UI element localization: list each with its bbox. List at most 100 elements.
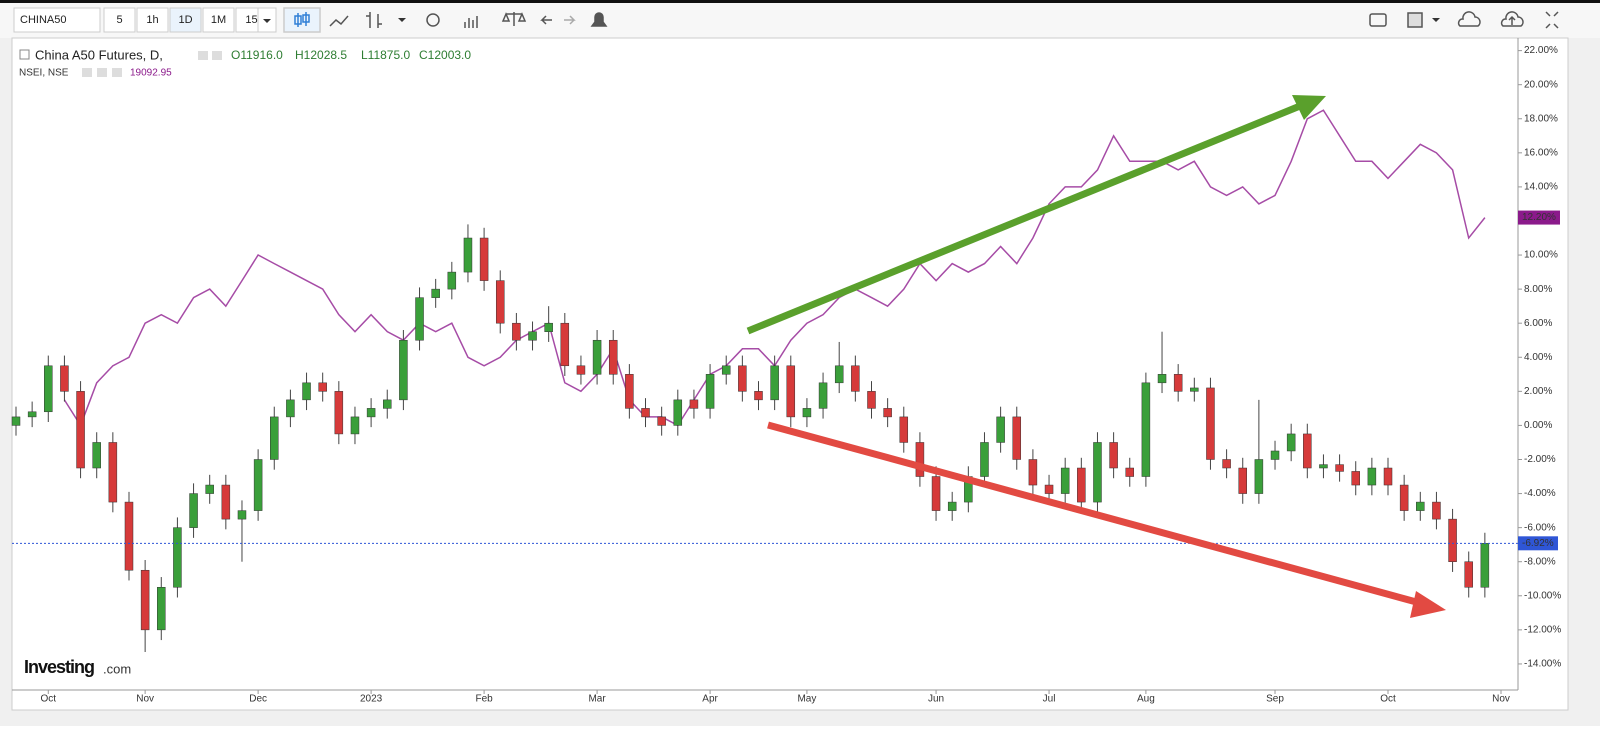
bar-icon [366, 12, 382, 28]
x-tick-label: Nov [136, 694, 154, 705]
candle-body [1432, 501, 1441, 520]
interval-button[interactable] [136, 7, 169, 33]
candle-body [883, 408, 892, 418]
cloud-load-icon[interactable] [1457, 11, 1481, 27]
candle-body [1206, 387, 1215, 460]
candle-body [173, 527, 182, 588]
watermark-brand: Investing [24, 657, 94, 677]
candle-body [189, 493, 198, 528]
undo-icon[interactable] [540, 15, 552, 25]
candle-body [1044, 484, 1054, 494]
candle-body [1303, 433, 1312, 469]
x-tick-label: 2023 [360, 694, 383, 705]
x-tick-label: Feb [475, 694, 493, 705]
interval-button[interactable] [169, 7, 202, 33]
candle-body [92, 442, 101, 469]
candle-body [205, 484, 214, 494]
candle-body [318, 382, 327, 392]
candle-body [657, 416, 666, 426]
interval-label: 1M [211, 14, 226, 26]
candle-body [1416, 501, 1425, 511]
candle-body [899, 416, 909, 443]
collapse-button[interactable] [19, 49, 30, 60]
legend-icon[interactable] [82, 68, 92, 77]
tool-icons [283, 7, 1559, 33]
legend-icon[interactable] [212, 51, 222, 60]
candle-body [270, 416, 279, 460]
candle-body [560, 322, 570, 367]
x-tick-label: Oct [41, 694, 57, 705]
redo-icon[interactable] [564, 15, 576, 25]
last-price-label: -6.92% [1522, 538, 1554, 549]
candle-icon [294, 12, 310, 27]
candle-body [931, 476, 941, 511]
candle-body [1012, 416, 1022, 460]
candle-body [383, 399, 392, 409]
candle-body [399, 339, 408, 401]
y-tick-label: 10.00% [1524, 250, 1558, 261]
line-icon [329, 15, 349, 27]
y-tick-label: 14.00% [1524, 182, 1558, 193]
candle-body [1238, 467, 1247, 494]
candle-body [673, 399, 683, 426]
cloud-save-icon[interactable] [1500, 11, 1524, 27]
candle-body [1141, 382, 1151, 477]
x-tick-label: Sep [1266, 694, 1284, 705]
template-icon[interactable] [1407, 12, 1423, 28]
candle-type-button[interactable] [283, 7, 321, 33]
indicators-icon[interactable] [464, 16, 478, 28]
x-tick-label: Aug [1137, 694, 1155, 705]
y-tick-label: -6.00% [1524, 522, 1556, 533]
candle-body [11, 416, 21, 426]
green-arrow-head [1292, 95, 1326, 120]
compare-icon[interactable] [501, 12, 527, 26]
candle-body [221, 484, 231, 520]
red-trend-arrow[interactable] [767, 421, 1421, 607]
candle-body [366, 408, 376, 418]
candle-body [625, 374, 634, 409]
candle-body [738, 365, 747, 392]
interval-label: 5 [116, 14, 122, 26]
ohlc-group: O11916.0 H12028.5 L11875.0 C12003.0 [231, 48, 471, 62]
candle-body [544, 322, 553, 332]
candle-body [705, 374, 715, 409]
candle-body [689, 399, 699, 409]
symbol-input[interactable] [13, 7, 101, 33]
candle-body [802, 408, 812, 418]
interval-button[interactable] [103, 7, 136, 33]
candle-body [1464, 561, 1473, 588]
y-tick-label: 0.00% [1524, 420, 1552, 431]
y-tick-label: -8.00% [1524, 556, 1556, 567]
y-tick-label: 4.00% [1524, 352, 1552, 363]
y-tick-label: 22.00% [1524, 45, 1558, 56]
candle-body [415, 297, 424, 341]
series-title: China A50 Futures, D, [35, 47, 163, 62]
candle-body [350, 416, 360, 435]
x-tick-label: May [797, 694, 816, 705]
y-tick-label: 2.00% [1524, 386, 1552, 397]
candle-body [1286, 433, 1296, 452]
candle-body [996, 416, 1005, 443]
candle-body [576, 365, 586, 375]
interval-label: 1D [178, 14, 192, 26]
y-tick-label: -14.00% [1524, 659, 1561, 670]
legend-icon[interactable] [97, 68, 107, 77]
interval-button[interactable] [202, 7, 235, 33]
candle-body [1157, 374, 1167, 384]
alert-icon[interactable] [590, 12, 608, 27]
green-trend-arrow[interactable] [746, 102, 1302, 335]
compare-last-label: 12.20% [1522, 212, 1556, 223]
legend-icon[interactable] [112, 68, 122, 77]
candle-body [1125, 467, 1134, 477]
fullscreen-icon[interactable] [1545, 11, 1559, 29]
interval-label: 1h [146, 14, 158, 26]
legend-icon[interactable] [198, 51, 208, 60]
candle-body [1480, 543, 1490, 588]
candle-body [1448, 518, 1457, 562]
y-tick-label: -12.00% [1524, 625, 1561, 636]
candle-body [528, 331, 537, 341]
settings-icon[interactable] [426, 13, 440, 27]
camera-icon[interactable] [1369, 13, 1387, 27]
candle-body [495, 280, 505, 324]
